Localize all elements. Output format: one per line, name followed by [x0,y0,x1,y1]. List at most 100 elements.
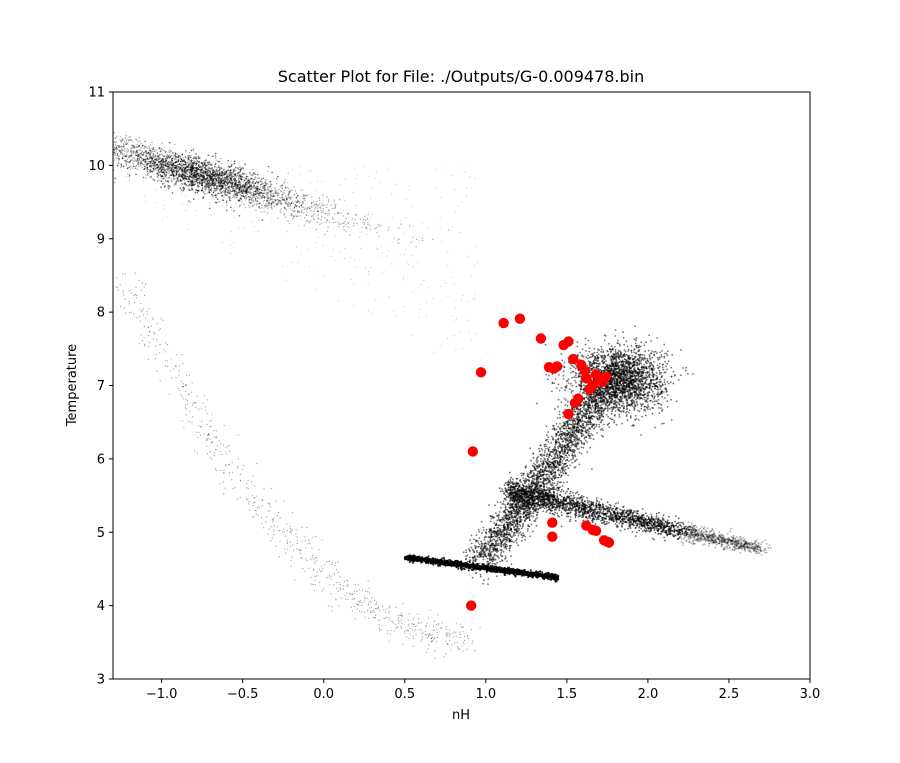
background-point [657,394,660,397]
background-point [298,206,300,208]
background-point [132,163,135,165]
background-point [219,168,221,171]
background-point [253,194,256,197]
background-point [168,164,171,166]
background-point [283,182,285,184]
background-point [268,202,271,205]
background-point [259,194,261,196]
background-point [624,364,627,366]
background-point [592,354,594,357]
background-point [343,229,345,231]
background-point [115,147,117,149]
background-point [588,347,591,350]
background-point [132,144,135,147]
background-point [208,161,210,163]
background-point [116,135,118,138]
background-point [634,380,637,382]
background-point [131,158,133,161]
background-point [275,192,277,195]
background-point [303,224,305,227]
background-point [150,156,153,158]
background-point [558,410,561,413]
background-point [153,156,156,158]
background-point [295,192,298,195]
background-point [176,177,179,180]
background-point [349,234,351,236]
background-point [342,215,344,217]
background-point [316,203,318,206]
background-point [664,371,667,374]
background-point [658,366,661,368]
background-point [209,180,211,182]
background-point [632,382,635,384]
background-point [343,225,345,227]
background-point [220,167,223,170]
background-point [630,345,633,347]
background-point [173,170,175,172]
background-point [170,174,173,176]
background-point [159,164,161,166]
background-point [324,204,326,206]
background-point [225,201,228,203]
background-point [280,200,282,202]
background-point [299,202,301,204]
background-point [545,373,548,376]
background-point [208,207,211,210]
background-point [622,336,625,339]
background-point [662,368,665,371]
background-point [230,177,232,180]
background-point [190,160,192,163]
background-point [347,222,349,224]
background-point [141,162,143,164]
background-point [233,194,235,197]
background-point [287,188,290,190]
background-point [664,352,666,355]
background-point [277,199,279,201]
background-point [168,161,170,163]
background-point [214,173,216,176]
background-point [127,149,129,152]
background-point [115,157,118,159]
background-point [129,160,132,162]
background-point [275,199,277,201]
background-point [268,204,270,206]
background-point [640,407,643,410]
background-point [635,398,637,401]
background-point [280,211,282,213]
background-point [317,217,319,219]
background-point [218,201,221,203]
background-point [123,145,125,147]
background-point [233,210,235,212]
background-point [173,154,175,156]
background-point [180,171,183,173]
background-point [411,236,414,239]
background-point [119,150,121,152]
background-point [253,187,255,189]
background-point [233,177,235,179]
background-point [167,168,169,170]
background-point [207,179,209,182]
background-point [257,177,259,179]
background-point [221,199,223,201]
background-point [653,360,655,363]
background-point [287,220,289,222]
background-point [246,188,248,190]
background-point [154,158,156,161]
background-point [659,388,662,390]
background-point [175,159,177,161]
background-point [124,147,126,149]
background-point [129,136,131,138]
background-point [278,193,280,195]
background-point [177,159,180,161]
background-point [637,394,640,397]
background-point [199,157,201,159]
background-point [584,343,587,346]
background-point [649,408,651,410]
background-point [132,162,134,164]
background-point [275,183,278,185]
background-point [138,137,140,139]
background-point [162,155,165,158]
background-point [313,204,315,207]
background-point [206,161,209,164]
